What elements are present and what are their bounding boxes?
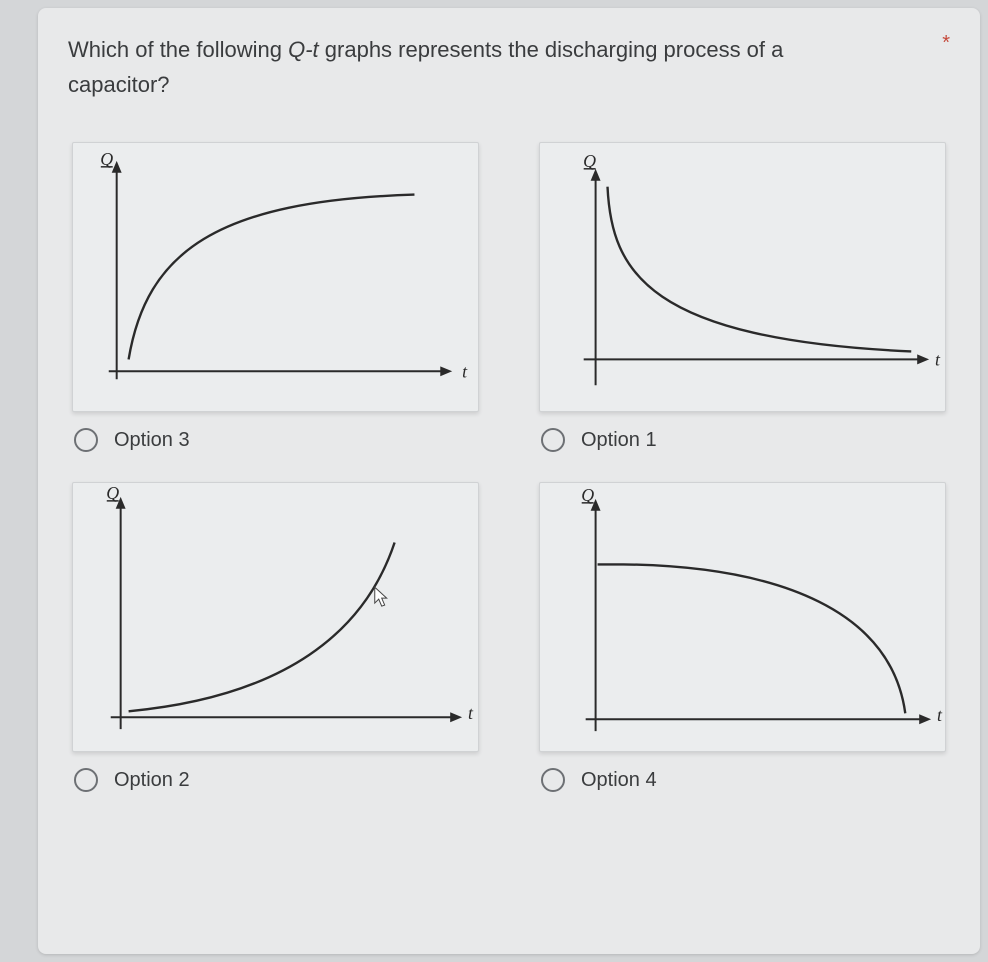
- required-marker: *: [942, 32, 950, 55]
- chart-option-1: Q t: [539, 142, 946, 412]
- chart-option-4: Q t: [539, 482, 946, 752]
- chart-svg: Q t: [540, 143, 945, 411]
- curve: [129, 195, 415, 360]
- radio-button[interactable]: [541, 768, 565, 792]
- x-axis-label: t: [468, 704, 474, 724]
- option-row[interactable]: Option 3: [72, 428, 479, 452]
- chart-option-3: Q t: [72, 142, 479, 412]
- chart-svg: Q t: [73, 143, 478, 411]
- question-header: Which of the following Q-t graphs repres…: [68, 32, 950, 102]
- question-prefix: Which of the following: [68, 37, 288, 62]
- option-label: Option 1: [581, 429, 657, 452]
- options-grid: Q t Option 3 Q: [68, 142, 950, 792]
- option-label: Option 4: [581, 769, 657, 792]
- option-cell: Q t Option 4: [539, 482, 946, 792]
- option-cell: Q t Option 3: [72, 142, 479, 452]
- x-axis-arrow: [450, 713, 462, 723]
- radio-button[interactable]: [74, 768, 98, 792]
- question-card: Which of the following Q-t graphs repres…: [38, 8, 980, 954]
- y-axis-label: Q: [583, 151, 596, 171]
- y-axis-label: Q: [581, 485, 594, 505]
- radio-button[interactable]: [541, 428, 565, 452]
- option-cell: Q t Option 2: [72, 482, 479, 792]
- chart-svg: Q t: [540, 483, 945, 751]
- question-italic: Q-t: [288, 37, 319, 62]
- question-text: Which of the following Q-t graphs repres…: [68, 32, 888, 102]
- curve: [608, 187, 912, 352]
- curve: [598, 565, 906, 714]
- y-axis-label: Q: [106, 483, 119, 503]
- option-label: Option 3: [114, 429, 190, 452]
- option-cell: Q t Option 1: [539, 142, 946, 452]
- cursor-icon: [375, 588, 387, 607]
- radio-button[interactable]: [74, 428, 98, 452]
- x-axis-label: t: [462, 362, 468, 382]
- option-label: Option 2: [114, 769, 190, 792]
- x-axis-label: t: [935, 350, 941, 370]
- x-axis-arrow: [917, 355, 929, 365]
- x-axis-arrow: [440, 367, 452, 377]
- chart-svg: Q t: [73, 483, 478, 751]
- option-row[interactable]: Option 1: [539, 428, 946, 452]
- curve: [129, 543, 395, 712]
- y-axis-label: Q: [100, 149, 113, 169]
- x-axis-arrow: [919, 715, 931, 725]
- option-row[interactable]: Option 4: [539, 768, 946, 792]
- option-row[interactable]: Option 2: [72, 768, 479, 792]
- x-axis-label: t: [937, 706, 943, 726]
- chart-option-2: Q t: [72, 482, 479, 752]
